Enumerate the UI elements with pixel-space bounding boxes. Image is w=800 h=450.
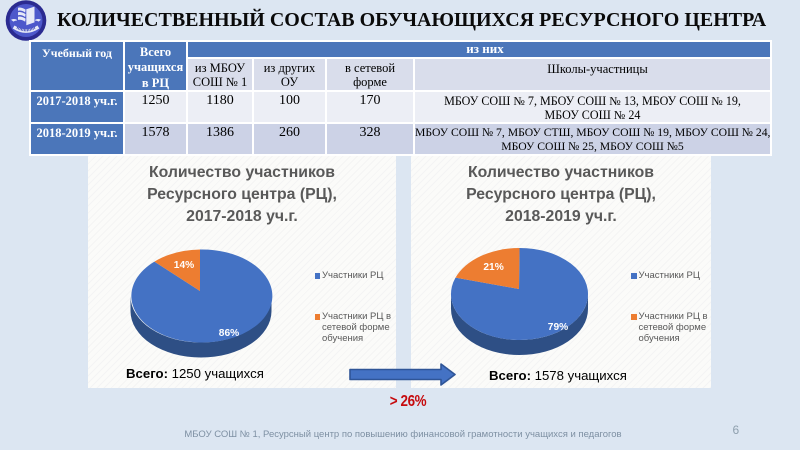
svg-text:21%: 21% (483, 262, 503, 273)
svg-text:14%: 14% (174, 260, 194, 271)
svg-text:86%: 86% (219, 328, 239, 339)
svg-text:79%: 79% (548, 322, 568, 333)
